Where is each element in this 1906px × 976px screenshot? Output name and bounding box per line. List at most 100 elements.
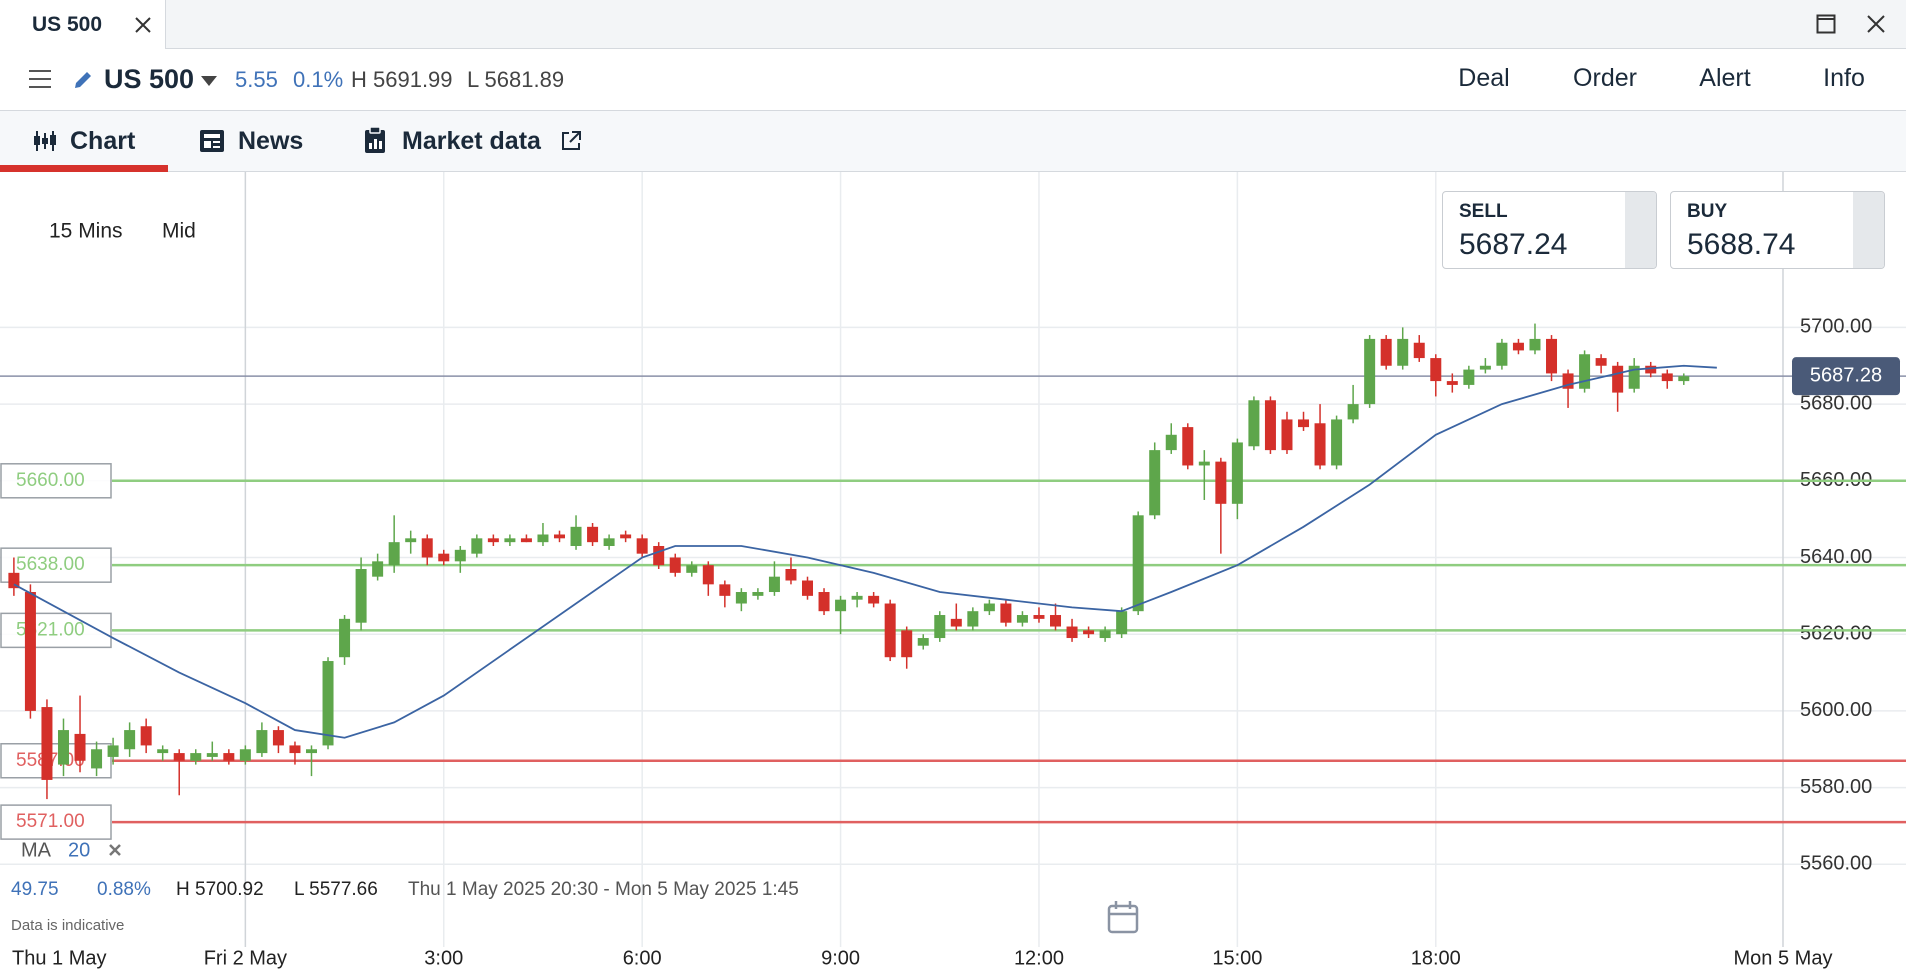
candle-body (91, 749, 103, 769)
candle-body (1099, 630, 1111, 639)
x-tick-label: 15:00 (1212, 947, 1262, 969)
price-level-box (0, 804, 112, 840)
candle-body (719, 584, 731, 596)
dropdown-caret[interactable] (200, 75, 218, 87)
candle-body (1546, 338, 1558, 374)
candle-body (686, 565, 698, 573)
candle-body (1512, 342, 1524, 351)
price-level-box (0, 463, 112, 499)
candle-body (57, 730, 69, 765)
candle-body (1479, 365, 1491, 370)
candle-body (504, 538, 516, 543)
action-button[interactable]: Info (1823, 64, 1865, 92)
price-type-selector[interactable]: Mid (162, 220, 196, 243)
instrument-name[interactable]: US 500 (104, 64, 195, 94)
close-window-icon[interactable] (1866, 14, 1886, 34)
candle-body (1595, 358, 1607, 366)
candle-body (587, 526, 599, 543)
y-tick-label: 5680.00 (1800, 392, 1872, 414)
action-button[interactable]: Order (1573, 64, 1637, 92)
candle-body (1149, 450, 1161, 516)
candle-body (620, 534, 632, 539)
buy-price: 5688.74 (1687, 228, 1796, 261)
y-tick-label: 5620.00 (1800, 622, 1872, 644)
last-price-label: 5687.28 (1810, 364, 1882, 386)
candle-body (967, 611, 979, 627)
candle-body (901, 630, 913, 658)
nav-tab[interactable]: Market data (402, 127, 541, 155)
nav-tab[interactable]: News (238, 127, 304, 155)
candle-body (1231, 442, 1243, 504)
candle-body (950, 618, 962, 627)
candle-body (1281, 419, 1293, 451)
candle-body (1182, 427, 1194, 466)
candle-body (1347, 404, 1359, 420)
candle-body (653, 545, 665, 566)
y-tick-label: 5640.00 (1800, 546, 1872, 568)
action-button[interactable]: Deal (1458, 64, 1510, 92)
candle-body (835, 599, 847, 612)
maximize-icon[interactable] (1816, 14, 1836, 34)
y-tick-label: 5600.00 (1800, 699, 1872, 721)
candle-body (190, 753, 202, 761)
candle-body (934, 615, 946, 639)
instrument-header: US 500 5.55 0.1% H 5691.99 L 5681.89 Dea… (0, 49, 1906, 111)
candle-body (1529, 338, 1541, 351)
market-data-icon (365, 126, 385, 153)
nav-tab[interactable]: Chart (70, 127, 136, 155)
candle-body (1413, 342, 1425, 359)
candle-body (735, 592, 747, 604)
candle-body (1016, 615, 1028, 623)
close-tab-icon[interactable] (134, 16, 152, 34)
candle-body (1132, 515, 1144, 612)
candle-body (1050, 615, 1062, 627)
x-tick-label: Fri 2 May (204, 947, 287, 969)
last-price-box (1792, 357, 1900, 396)
price-level-label: 5638.00 (16, 554, 85, 575)
candle-body (1033, 615, 1045, 619)
day-low: L 5681.89 (467, 67, 565, 92)
candle-body (1116, 611, 1128, 635)
candle-body (140, 726, 152, 746)
candle-body (157, 749, 169, 754)
sell-button[interactable]: SELL 5687.24 (1442, 191, 1657, 269)
edit-icon[interactable] (72, 69, 94, 91)
x-tick-label: 9:00 (821, 947, 860, 969)
candle-body (537, 534, 549, 543)
ma-remove-icon[interactable] (109, 844, 121, 856)
candle-body (669, 557, 681, 573)
price-level-label: 5660.00 (16, 470, 85, 491)
price-chart: 15 Mins Mid 5560.00 5580.00 5600.00 5620.00… (0, 172, 1906, 969)
action-button[interactable]: Alert (1699, 64, 1751, 92)
change-pct: 0.1% (293, 67, 344, 92)
active-tab-indicator (0, 165, 168, 172)
news-icon (200, 130, 224, 152)
y-tick-label: 5580.00 (1800, 776, 1872, 798)
window-tab[interactable]: US 500 (0, 0, 166, 49)
candle-body (868, 595, 880, 604)
external-link-icon[interactable] (560, 130, 582, 152)
price-level-label: 5571.00 (16, 811, 85, 832)
candle-body (1083, 630, 1095, 635)
candle-body (603, 538, 615, 546)
candle-body (802, 580, 814, 596)
candle-body (1264, 400, 1276, 451)
calendar-icon[interactable] (1107, 901, 1139, 934)
sell-price: 5687.24 (1459, 228, 1568, 261)
candle-body (421, 538, 433, 558)
sell-side (1625, 192, 1656, 268)
candle-body (305, 749, 317, 754)
candle-body (1463, 369, 1475, 385)
x-tick-label: Thu 1 May (12, 947, 106, 969)
candle-body (256, 730, 268, 754)
candle-body (1661, 373, 1673, 382)
buy-button[interactable]: BUY 5688.74 (1670, 191, 1885, 269)
candle-body (702, 565, 714, 585)
interval-selector[interactable]: 15 Mins (49, 220, 123, 243)
candle-body (1678, 376, 1690, 382)
candle-body (173, 753, 185, 761)
menu-icon[interactable] (28, 69, 52, 89)
candle-body (1612, 365, 1624, 393)
candle-body (818, 592, 830, 612)
